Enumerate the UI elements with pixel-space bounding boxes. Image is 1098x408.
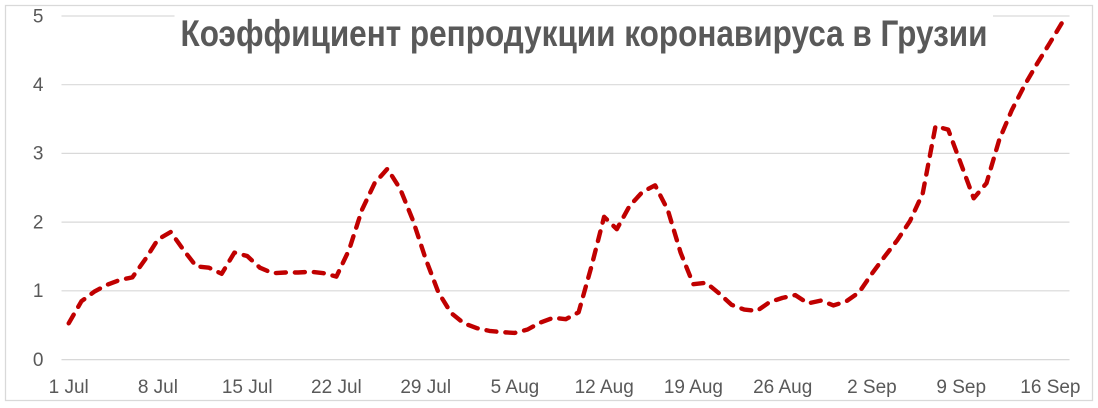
svg-text:2: 2 [33,212,44,233]
svg-text:0: 0 [33,350,44,371]
svg-text:5: 5 [33,6,44,27]
svg-text:26 Aug: 26 Aug [753,377,812,398]
svg-text:1: 1 [33,281,44,302]
svg-text:9 Sep: 9 Sep [936,377,986,398]
svg-text:3: 3 [33,144,44,165]
svg-text:Коэффициент репродукции корона: Коэффициент репродукции коронавируса в Г… [181,13,988,54]
svg-text:8 Jul: 8 Jul [138,377,178,398]
svg-text:19 Aug: 19 Aug [664,377,723,398]
svg-text:1 Jul: 1 Jul [49,377,89,398]
svg-text:29 Jul: 29 Jul [400,377,451,398]
svg-text:22 Jul: 22 Jul [311,377,362,398]
svg-text:5 Aug: 5 Aug [491,377,540,398]
svg-text:15 Jul: 15 Jul [222,377,273,398]
svg-text:16 Sep: 16 Sep [1020,377,1080,398]
svg-text:12 Aug: 12 Aug [575,377,634,398]
svg-text:4: 4 [33,75,44,96]
svg-text:2 Sep: 2 Sep [847,377,897,398]
